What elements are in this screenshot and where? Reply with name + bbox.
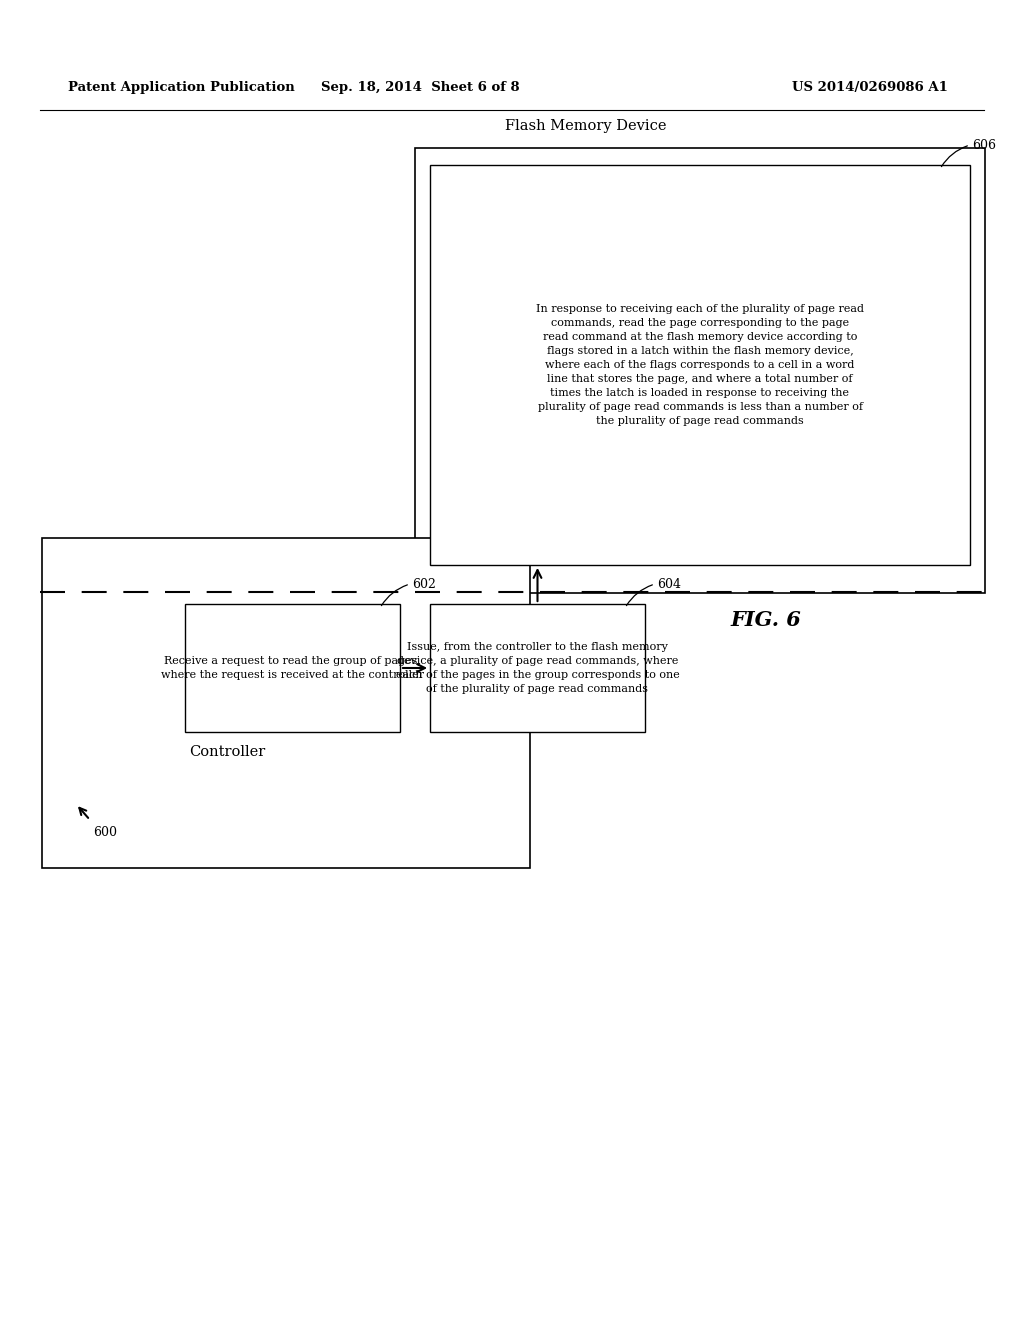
Bar [42, 539, 530, 869]
Text: Flash Memory Device: Flash Memory Device [505, 119, 667, 133]
Text: 602: 602 [412, 578, 436, 591]
Text: Controller: Controller [189, 746, 265, 759]
Text: 604: 604 [657, 578, 681, 591]
Text: Receive a request to read the group of pages,
where the request is received at t: Receive a request to read the group of p… [161, 656, 424, 680]
Bar [185, 605, 400, 733]
Bar [430, 165, 970, 565]
Text: Issue, from the controller to the flash memory
device, a plurality of page read : Issue, from the controller to the flash … [395, 642, 679, 694]
Text: Patent Application Publication: Patent Application Publication [68, 82, 295, 95]
Text: FIG. 6: FIG. 6 [730, 610, 801, 630]
Text: In response to receiving each of the plurality of page read
commands, read the p: In response to receiving each of the plu… [536, 304, 864, 426]
Text: 600: 600 [93, 826, 117, 840]
Bar [430, 605, 645, 733]
Bar [415, 148, 985, 593]
Text: US 2014/0269086 A1: US 2014/0269086 A1 [792, 82, 948, 95]
Text: 606: 606 [972, 139, 996, 152]
Text: Sep. 18, 2014  Sheet 6 of 8: Sep. 18, 2014 Sheet 6 of 8 [321, 82, 519, 95]
